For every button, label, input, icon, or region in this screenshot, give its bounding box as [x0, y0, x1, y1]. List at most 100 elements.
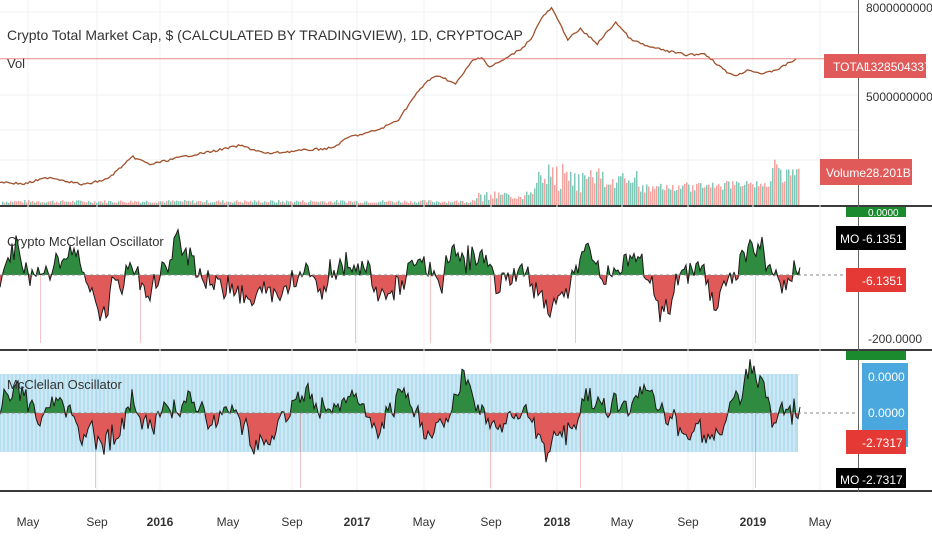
volume-bar [168, 200, 170, 205]
volume-bar [786, 169, 788, 205]
volume-bar [70, 202, 72, 205]
volume-bar [176, 200, 178, 205]
volume-bar [26, 202, 28, 205]
volume-bar [268, 202, 270, 205]
volume-bar [206, 200, 208, 205]
volume-bar [490, 194, 492, 205]
volume-bar [260, 202, 262, 205]
volume-bar [614, 188, 616, 205]
volume-bar [78, 200, 80, 205]
volume-bar [512, 198, 514, 205]
volume-bar [492, 198, 494, 205]
volume-bar [138, 201, 140, 205]
volume-bar [764, 183, 766, 205]
volume-bar [248, 201, 250, 205]
mo-label-value: -6.1351 [862, 232, 903, 246]
volume-bar [706, 185, 708, 205]
volume-bar [442, 201, 444, 205]
volume-bar [114, 202, 116, 205]
volume-bar [62, 200, 64, 205]
oscillator-line [0, 359, 801, 463]
volume-bar [742, 185, 744, 205]
volume-bar [570, 171, 572, 205]
volume-bar [122, 201, 124, 205]
volume-bar [312, 201, 314, 205]
volume-bar [328, 201, 330, 205]
volume-bar [142, 201, 144, 205]
volume-bar [354, 201, 356, 205]
volume-bar [324, 201, 326, 205]
volume-bar [702, 187, 704, 205]
volume-bar [154, 202, 156, 205]
volume-bar [152, 202, 154, 205]
volume-bar [736, 181, 738, 205]
volume-bar [616, 182, 618, 205]
volume-bar [216, 201, 218, 205]
volume-bar [388, 200, 390, 205]
volume-bar [628, 180, 630, 205]
volume-bar [232, 202, 234, 205]
volume-bar [654, 188, 656, 205]
volume-bar [84, 202, 86, 205]
volume-bar [380, 201, 382, 205]
volume-bar [634, 177, 636, 205]
oscillator-title: McClellan Oscillator [7, 377, 123, 392]
volume-bar [746, 181, 748, 205]
volume-bar [144, 201, 146, 205]
volume-bar [446, 202, 448, 205]
x-tick-label: May [217, 515, 240, 529]
volume-bar [494, 191, 496, 205]
volume-bar [180, 201, 182, 205]
volume-bar [48, 201, 50, 205]
volume-bar [488, 200, 490, 205]
volume-bar [370, 202, 372, 205]
volume-bar [774, 159, 776, 205]
volume-bar [88, 200, 90, 205]
osc-mo-label-box [836, 468, 906, 488]
volume-bar [622, 173, 624, 205]
volume-bar [192, 200, 194, 205]
volume-bar [228, 201, 230, 205]
volume-bar [532, 193, 534, 205]
total-label-box [824, 54, 926, 78]
volume-bar [118, 201, 120, 205]
volume-bar [100, 201, 102, 205]
volume-bar [174, 201, 176, 205]
volume-bar [590, 170, 592, 205]
volume-bar [430, 200, 432, 205]
volume-bar [274, 202, 276, 205]
volume-bar [210, 202, 212, 205]
volume-bar [504, 192, 506, 205]
crypto-signal-spike [575, 275, 576, 343]
volume-bar [632, 182, 634, 205]
volume-bar [420, 200, 422, 205]
volume-bar [360, 202, 362, 205]
volume-bar [336, 200, 338, 205]
volume-bar [352, 202, 354, 205]
volume-bar [16, 201, 18, 205]
volume-bar [568, 180, 570, 205]
oscillator-signal-spike [755, 413, 756, 488]
volume-bar [314, 201, 316, 205]
volume-bar [264, 201, 266, 205]
volume-bar [612, 179, 614, 205]
volume-bar [364, 201, 366, 205]
volume-bar [416, 202, 418, 205]
volume-label-box [820, 159, 912, 185]
volume-bar [718, 183, 720, 205]
volume-bar [680, 188, 682, 205]
volume-bar [714, 187, 716, 205]
volume-bar [696, 183, 698, 205]
volume-bar [306, 202, 308, 205]
total-label-name: TOTAL [833, 60, 871, 74]
volume-bar [474, 200, 476, 205]
volume-bar [502, 194, 504, 205]
volume-bar [54, 202, 56, 205]
volume-bar [540, 175, 542, 205]
volume-bar [18, 200, 20, 205]
volume-bar [296, 200, 298, 205]
volume-bar [346, 202, 348, 205]
x-tick-label: 2017 [344, 515, 371, 529]
volume-bar [584, 175, 586, 205]
